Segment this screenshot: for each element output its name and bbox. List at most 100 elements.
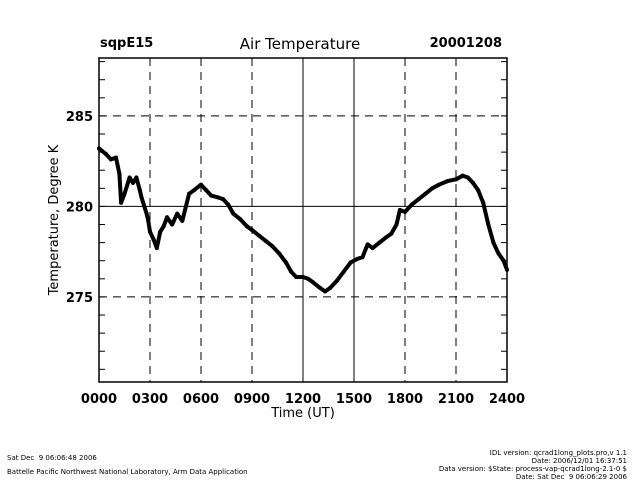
- data-point: [370, 246, 375, 251]
- data-point: [158, 229, 163, 234]
- data-point: [187, 191, 192, 196]
- data-point: [306, 276, 311, 281]
- data-point: [394, 222, 399, 227]
- data-point: [348, 260, 353, 265]
- data-point: [454, 177, 458, 182]
- data-point: [263, 238, 268, 243]
- axis-ticks: [99, 61, 507, 370]
- x-tick-label: 1500: [336, 392, 372, 407]
- x-tick-label: 0900: [234, 392, 270, 407]
- footer-timestamp: Sat Dec 9 06:06:48 2006: [7, 454, 97, 462]
- data-point: [465, 175, 470, 180]
- data-point: [170, 222, 175, 227]
- data-point: [341, 269, 346, 274]
- data-point: [460, 173, 465, 178]
- data-point: [365, 242, 370, 247]
- data-point: [209, 193, 214, 198]
- x-tick-label: 0600: [183, 392, 219, 407]
- data-point: [192, 188, 197, 193]
- data-point: [117, 171, 122, 176]
- data-point: [389, 231, 394, 236]
- data-point: [294, 275, 299, 280]
- data-point: [323, 289, 328, 294]
- data-point: [335, 278, 339, 283]
- data-point: [119, 200, 124, 205]
- x-tick-label: 0000: [81, 392, 117, 407]
- grid-lines: [99, 58, 507, 382]
- data-point: [277, 251, 282, 256]
- footer-data-version: Data version: $State: process-vap-qcrad1…: [438, 465, 627, 473]
- data-point: [270, 244, 275, 249]
- data-point: [250, 227, 254, 232]
- data-point: [416, 197, 421, 202]
- data-point: [137, 188, 142, 193]
- y-axis-label: Temperature, Degree K: [47, 144, 62, 296]
- data-point: [445, 179, 450, 184]
- data-point: [154, 246, 159, 251]
- data-point: [476, 188, 481, 193]
- data-point: [161, 224, 166, 229]
- data-point: [151, 237, 156, 242]
- data-point: [103, 151, 108, 156]
- footer-data-date: Date: Sat Dec 9 06:06:29 2006: [515, 473, 627, 481]
- data-point: [127, 175, 132, 180]
- plot-frame: [98, 57, 508, 383]
- footer-idl-version: IDL version: qcrad1long_plots.pro,v 1.1: [489, 449, 627, 457]
- data-point: [134, 175, 139, 180]
- chart-title: Air Temperature: [239, 35, 361, 53]
- data-point: [360, 255, 365, 260]
- data-point: [318, 285, 322, 290]
- x-tick-labels: 0000 0300 0600 0900 1200 1500 1800 2100 2400: [81, 392, 525, 407]
- y-tick-label: 280: [66, 200, 93, 215]
- data-point: [311, 280, 316, 285]
- data-point: [131, 180, 135, 185]
- data-point: [289, 269, 294, 274]
- x-tick-label: 0300: [132, 392, 168, 407]
- data-point: [481, 200, 486, 205]
- data-point: [384, 235, 389, 240]
- data-point: [471, 180, 475, 185]
- data-point: [496, 251, 501, 256]
- data-point: [377, 240, 382, 245]
- data-point: [238, 217, 243, 222]
- data-point: [221, 197, 226, 202]
- x-tick-label: 2400: [489, 392, 525, 407]
- x-tick-label: 2100: [438, 392, 474, 407]
- data-point: [301, 275, 305, 280]
- y-tick-label: 275: [66, 291, 93, 306]
- data-point: [486, 222, 491, 227]
- data-point: [437, 182, 441, 187]
- data-point: [231, 211, 236, 216]
- y-tick-label: 285: [66, 110, 93, 125]
- data-point: [108, 157, 113, 162]
- data-point: [409, 202, 414, 207]
- data-point: [144, 211, 149, 216]
- data-point: [199, 182, 203, 187]
- data-point: [244, 224, 249, 229]
- data-point: [397, 208, 402, 213]
- data-series: [97, 146, 509, 294]
- data-point: [204, 188, 209, 193]
- data-point: [256, 233, 261, 238]
- x-tick-label: 1200: [285, 392, 321, 407]
- data-point: [423, 191, 428, 196]
- data-point: [175, 211, 180, 216]
- x-axis-label: Time (UT): [270, 406, 335, 421]
- site-label: sqpE15: [100, 36, 154, 51]
- data-point: [139, 195, 144, 200]
- date-label: 20001208: [429, 36, 502, 51]
- data-point: [355, 256, 360, 261]
- data-point: [146, 218, 151, 223]
- data-point: [491, 240, 496, 245]
- data-point: [165, 215, 169, 220]
- data-point: [148, 229, 152, 234]
- data-point: [216, 195, 220, 200]
- footer-organization: Battelle Pacific Northwest National Labo…: [7, 468, 248, 476]
- data-point: [114, 155, 118, 160]
- data-point: [430, 186, 435, 191]
- data-point: [226, 202, 231, 207]
- x-tick-label: 1800: [387, 392, 423, 407]
- data-point: [284, 260, 288, 265]
- data-point: [403, 209, 407, 214]
